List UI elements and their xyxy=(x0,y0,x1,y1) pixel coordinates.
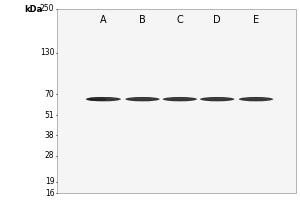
Text: B: B xyxy=(139,15,146,25)
Ellipse shape xyxy=(86,97,121,101)
Text: 38: 38 xyxy=(45,131,54,140)
Text: 70: 70 xyxy=(45,90,54,99)
Text: 16: 16 xyxy=(45,189,54,198)
Text: 51: 51 xyxy=(45,111,54,120)
Ellipse shape xyxy=(130,98,154,99)
Text: 28: 28 xyxy=(45,151,54,160)
Text: kDa: kDa xyxy=(25,5,43,14)
Text: E: E xyxy=(253,15,259,25)
Ellipse shape xyxy=(92,98,116,99)
Text: C: C xyxy=(176,15,183,25)
Text: A: A xyxy=(100,15,107,25)
Text: D: D xyxy=(213,15,221,25)
Ellipse shape xyxy=(125,97,160,101)
Text: 250: 250 xyxy=(40,4,54,13)
Ellipse shape xyxy=(205,98,229,99)
Text: 19: 19 xyxy=(45,177,54,186)
Text: 130: 130 xyxy=(40,48,54,57)
Ellipse shape xyxy=(86,97,106,101)
Ellipse shape xyxy=(168,98,192,99)
FancyBboxPatch shape xyxy=(57,9,296,193)
Ellipse shape xyxy=(200,97,234,101)
Ellipse shape xyxy=(244,98,268,99)
Ellipse shape xyxy=(163,97,197,101)
Ellipse shape xyxy=(239,97,273,101)
